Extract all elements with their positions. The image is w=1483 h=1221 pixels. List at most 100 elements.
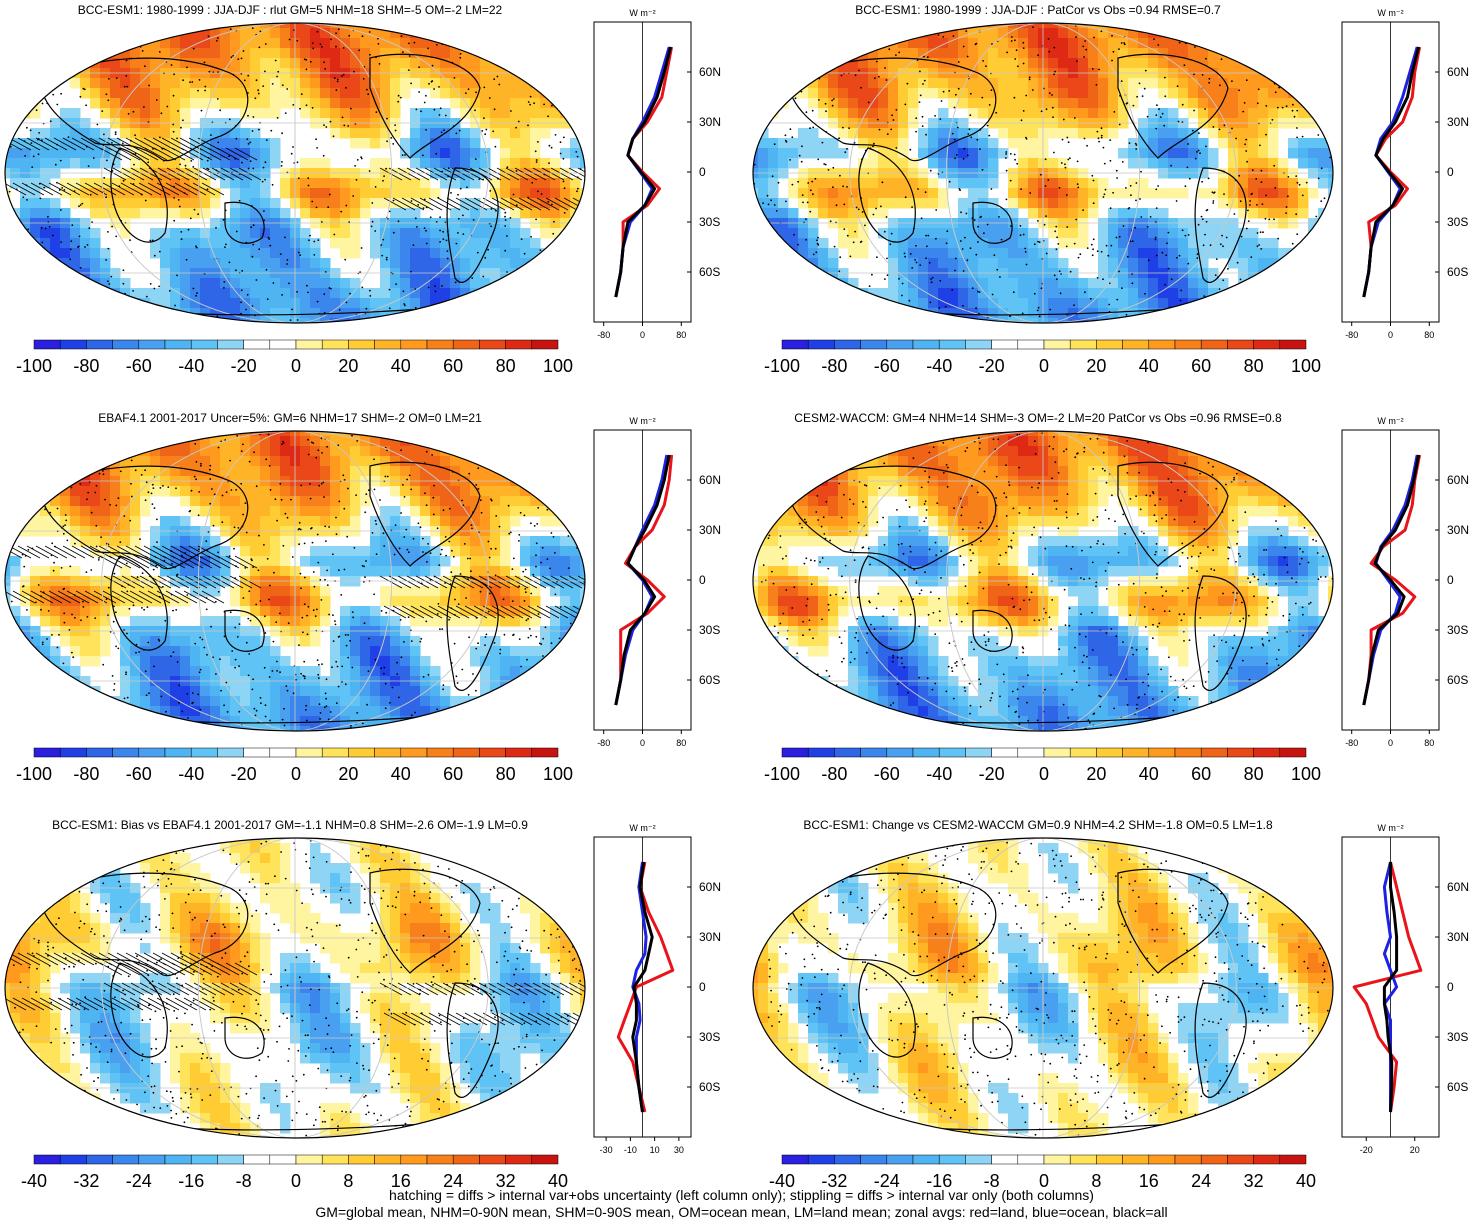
map-cell [878,98,889,109]
map-cell [160,108,171,119]
map-cell [888,308,899,319]
map-cell [330,188,341,199]
map-cell [1308,68,1319,79]
map-cell [230,188,241,199]
map-cell [360,686,371,697]
map-cell [180,48,191,59]
map-cell [1298,178,1309,189]
map-cell [260,88,271,99]
map-cell [1318,158,1329,169]
map-cell [60,476,71,487]
map-cell [30,686,41,697]
map-cell [310,556,321,567]
map-cell [1168,148,1179,159]
map-cell [470,308,481,319]
map-cell [50,128,61,139]
map-cell [1298,258,1309,269]
map-cell [550,466,561,477]
map-cell [140,646,151,657]
map-cell [150,188,161,199]
map-cell [1118,228,1129,239]
map-cell [180,726,191,731]
map-cell [978,158,989,169]
map-cell [260,616,271,627]
map-cell [390,28,401,39]
map-cell [978,58,989,69]
map-cell [440,586,451,597]
map-cell [280,726,291,731]
map-cell [170,726,181,731]
map-cell [898,248,909,259]
map-cell [40,486,51,497]
map-cell [918,278,929,289]
map-cell [310,78,321,89]
map-cell [190,78,201,89]
map-cell [1218,28,1229,39]
map-cell [470,436,481,447]
map-cell [200,38,211,49]
map-cell [530,158,541,169]
map-cell [1238,148,1249,159]
map-cell [520,98,531,109]
map-cell [30,716,41,727]
map-cell [130,726,141,731]
map-cell [848,128,859,139]
map-cell [20,456,31,467]
map-cell [260,188,271,199]
map-cell [460,128,471,139]
map-cell [753,88,759,99]
colorbar-swatch [243,747,271,758]
map-cell [400,516,411,527]
map-cell [280,98,291,109]
map-cell [570,506,581,517]
map-cell [540,436,551,447]
map-cell [110,198,121,209]
map-cell [868,298,879,309]
map-cell [400,656,411,667]
lat-label: 30S [699,623,720,637]
map-cell [1158,248,1169,259]
map-cell [400,228,411,239]
map-cell [888,318,899,323]
map-cell [1258,298,1269,309]
map-cell [480,686,491,697]
map-cell [540,58,551,69]
map-cell [450,716,461,727]
map-cell [988,48,999,59]
map-cell [460,431,471,437]
map-cell [180,486,191,497]
map-cell [320,58,331,69]
map-cell [1058,48,1069,59]
map-cell [550,566,561,577]
map-cell [1118,248,1129,259]
map-cell [1128,188,1139,199]
map-cell [828,78,839,89]
map-cell [758,268,769,279]
map-cell [1208,23,1219,29]
map-cell [310,546,321,557]
map-cell [330,108,341,119]
map-cell [560,38,571,49]
map-cell [160,586,171,597]
map-cell [480,506,491,517]
map-cell [280,696,291,707]
map-cell [120,506,131,517]
map-cell [280,288,291,299]
map-cell [1318,278,1329,289]
map-cell [520,228,531,239]
map-cell [888,248,899,259]
map-cell [570,476,581,487]
map-cell [530,138,541,149]
map-cell [210,656,221,667]
map-cell [570,636,581,647]
map-cell [1218,278,1229,289]
map-cell [190,656,201,667]
map-cell [150,238,161,249]
map-cell [270,48,281,59]
map-cell [550,258,561,269]
map-cell [500,496,511,507]
map-cell [1198,308,1209,319]
map-cell [20,706,31,717]
map-cell [1278,248,1289,259]
map-cell [948,248,959,259]
